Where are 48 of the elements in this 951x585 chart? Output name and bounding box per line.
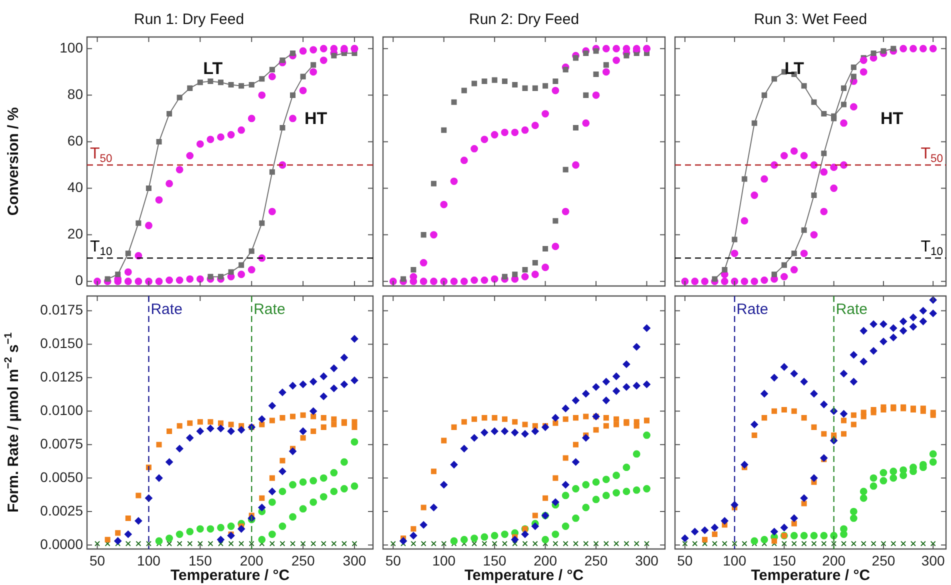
y-axis-title: Conversion / %	[5, 107, 22, 216]
annotation: HT	[880, 108, 904, 128]
x-tick-label: 300	[342, 552, 366, 568]
y-tick-label: 0.0125	[40, 368, 84, 385]
y-axis-title: Form. Rate / µmol m−2 s−1	[2, 332, 22, 513]
y-tick-label: 20	[67, 226, 84, 242]
x-axis-title: Temperature / °C	[170, 567, 290, 584]
y-tick-label: 0	[75, 272, 84, 288]
y-tick-label: 0.0000	[40, 536, 84, 552]
x-tick-label: 100	[137, 552, 161, 568]
annotation: LT	[203, 59, 224, 78]
x-axis-title: Temperature / °C	[750, 567, 870, 584]
x-tick-label: 100	[722, 552, 746, 568]
y-tick-label: 40	[67, 179, 84, 196]
y-tick-label: 60	[67, 132, 84, 149]
x-tick-label: 150	[772, 552, 796, 568]
ref-line-label: Rate	[736, 301, 768, 318]
x-tick-label: 250	[291, 552, 315, 568]
y-tick-label: 80	[67, 86, 84, 102]
x-tick-label: 200	[240, 552, 264, 568]
x-tick-label: 150	[188, 552, 212, 568]
annotation: HT	[304, 108, 328, 128]
x-tick-label: 100	[432, 552, 456, 568]
chart-title: Run 3: Wet Feed	[754, 11, 868, 28]
y-tick-label: 0.0175	[40, 302, 84, 318]
x-tick-label: 250	[872, 552, 896, 568]
annotation: LT	[784, 59, 805, 78]
y-tick-label: 0.0100	[40, 402, 84, 418]
x-tick-label: 50	[90, 552, 106, 568]
x-tick-label: 150	[482, 552, 506, 568]
x-tick-label: 300	[635, 552, 659, 568]
x-tick-label: 50	[385, 552, 402, 568]
ref-line-label: Rate	[836, 301, 868, 318]
ref-line-label: Rate	[254, 301, 286, 318]
chart-title: Run 1: Dry Feed	[134, 11, 244, 28]
y-tick-label: 0.0150	[40, 335, 84, 352]
y-tick-label: 100	[60, 39, 84, 56]
x-tick-label: 300	[921, 552, 945, 568]
y-tick-label: 0.0075	[40, 435, 84, 452]
x-tick-label: 200	[534, 552, 558, 568]
y-tick-label: 0.0050	[40, 468, 84, 485]
x-tick-label: 200	[822, 552, 846, 568]
x-tick-label: 50	[677, 552, 693, 568]
ref-line-label: Rate	[150, 301, 182, 318]
x-tick-label: 250	[584, 552, 608, 568]
y-tick-label: 0.0025	[40, 502, 84, 518]
x-axis-title: Temperature / °C	[464, 567, 584, 584]
chart-title: Run 2: Dry Feed	[468, 11, 580, 28]
